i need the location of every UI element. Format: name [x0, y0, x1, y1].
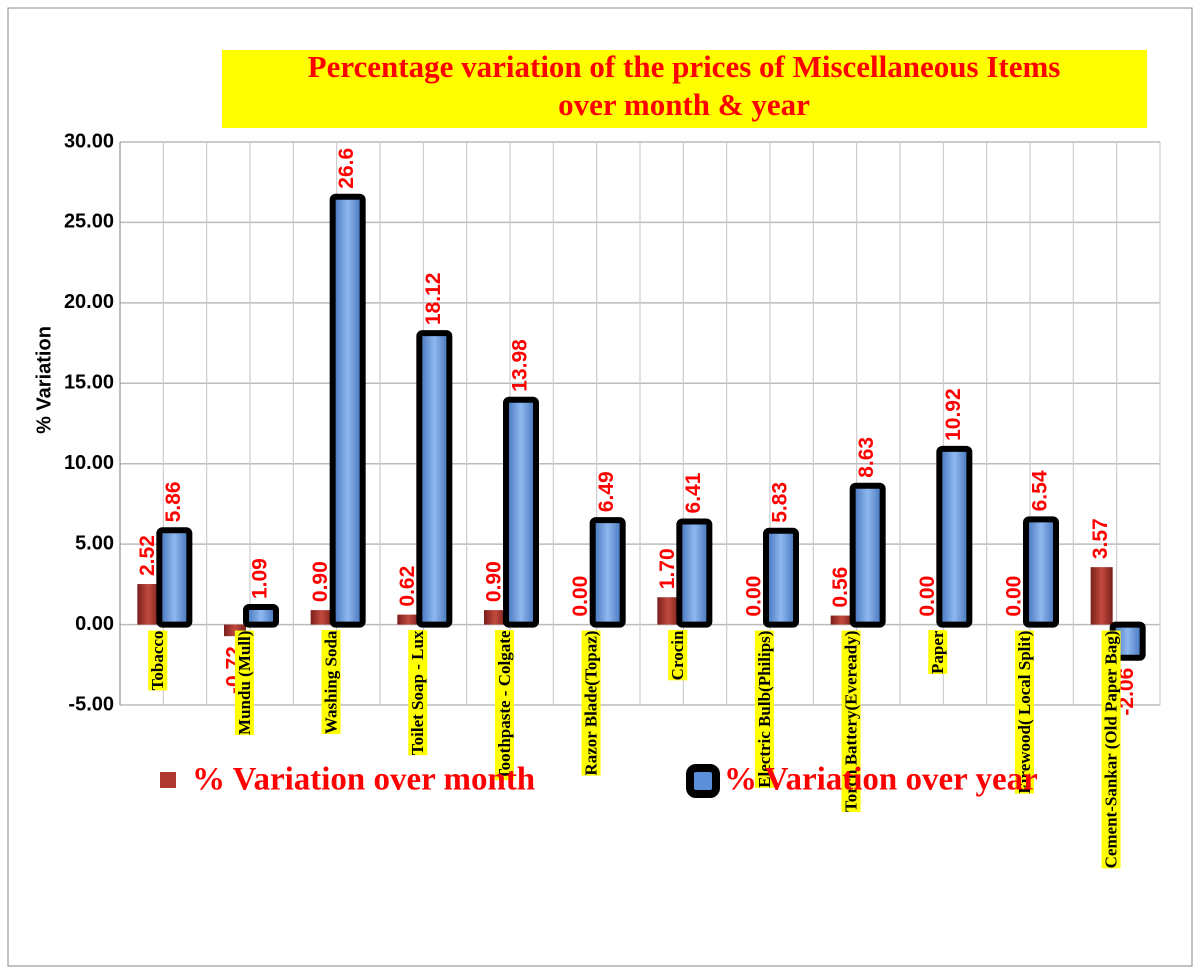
category-label-bg — [841, 630, 861, 813]
value-label: -2.06 — [1115, 668, 1138, 716]
value-label: 13.98 — [509, 339, 532, 392]
category-label-bg — [1014, 630, 1034, 794]
value-label: 0.00 — [743, 576, 766, 617]
value-label: 0.00 — [1003, 576, 1026, 617]
x-tick-label: Crocin — [668, 630, 687, 680]
bar — [243, 604, 279, 628]
bar — [156, 527, 193, 628]
y-tick-label: 15.00 — [64, 372, 114, 394]
y-tick-label: 20.00 — [64, 291, 114, 313]
category-label-bg — [754, 630, 774, 788]
value-label: 0.90 — [309, 561, 332, 602]
category-label-bg — [494, 630, 514, 781]
category-label-bg — [581, 630, 601, 776]
value-label: 8.63 — [855, 437, 878, 478]
y-tick-label: 0.00 — [75, 613, 114, 635]
value-label: 0.00 — [916, 576, 939, 617]
value-label: 0.90 — [483, 561, 506, 602]
y-tick-label: 30.00 — [64, 130, 114, 152]
x-tick-label: Mundu (Mull) — [235, 631, 254, 735]
category-label-bg — [234, 630, 254, 735]
bar — [329, 193, 366, 628]
category-label-bg — [1101, 630, 1121, 869]
bar — [503, 396, 539, 628]
y-axis-title: % Variation — [33, 326, 55, 434]
value-label: 1.09 — [249, 558, 272, 599]
value-label: 10.92 — [942, 388, 965, 441]
bar — [416, 330, 453, 628]
value-label: 0.62 — [396, 566, 419, 607]
category-label-bg — [148, 630, 168, 691]
value-label: 26.6 — [335, 148, 358, 189]
bar — [936, 445, 973, 628]
value-label: 5.86 — [162, 481, 185, 522]
category-label-bg — [668, 630, 688, 681]
bar — [1023, 516, 1059, 628]
legend-swatch — [686, 764, 720, 798]
bar — [397, 614, 420, 625]
bar — [1090, 567, 1113, 625]
x-tick-label: Washing Soda — [322, 630, 341, 734]
category-label-bg — [321, 630, 341, 735]
value-label: 0.56 — [829, 567, 852, 608]
legend-label: % Variation over year — [724, 762, 1038, 798]
x-tick-label: Razor Blade(Topaz) — [582, 631, 601, 776]
value-label: 18.12 — [422, 273, 445, 326]
value-label: 2.52 — [136, 535, 159, 576]
bar — [224, 624, 246, 637]
x-tick-label: Toilet Soap - Lux — [408, 630, 427, 755]
x-tick-label: Toothpaste - Colgate — [495, 630, 514, 780]
x-tick-label: Cement-Sankar (Old Paper Bag) — [1102, 631, 1121, 869]
bar — [310, 610, 333, 625]
value-label: 1.70 — [656, 548, 679, 589]
bar — [484, 610, 506, 625]
value-label: 5.83 — [769, 482, 792, 523]
chart-title: Percentage variation of the prices of Mi… — [308, 49, 1061, 122]
y-tick-label: 5.00 — [75, 532, 114, 554]
bar — [137, 584, 160, 625]
value-label: 6.54 — [1029, 470, 1052, 511]
bar — [589, 517, 626, 628]
category-label-bg — [928, 630, 948, 675]
bar — [830, 615, 853, 625]
bar — [657, 597, 680, 625]
x-tick-label: Paper — [928, 630, 947, 674]
value-label: 0.00 — [569, 576, 592, 617]
legend-label: % Variation over month — [192, 762, 535, 798]
value-label: 6.49 — [595, 471, 618, 512]
x-tick-label: Tobacco — [148, 631, 167, 691]
x-tick-label: Electric Bulb(Philips) — [755, 631, 774, 788]
frame — [7, 7, 1193, 967]
legend-swatch — [160, 772, 176, 788]
y-tick-label: -5.00 — [68, 693, 114, 715]
x-tick-label: Firewood( Local Split) — [1015, 631, 1034, 794]
x-tick-label: Torch Battery(Eveready) — [842, 631, 861, 812]
bar — [849, 482, 886, 628]
y-tick-label: 10.00 — [64, 452, 114, 474]
bar — [763, 527, 799, 628]
title-box — [222, 50, 1147, 128]
category-label-bg — [408, 630, 428, 756]
bar — [676, 518, 713, 628]
y-tick-label: 25.00 — [64, 211, 114, 233]
value-label: 3.57 — [1089, 518, 1112, 559]
value-label: 6.41 — [682, 472, 705, 513]
